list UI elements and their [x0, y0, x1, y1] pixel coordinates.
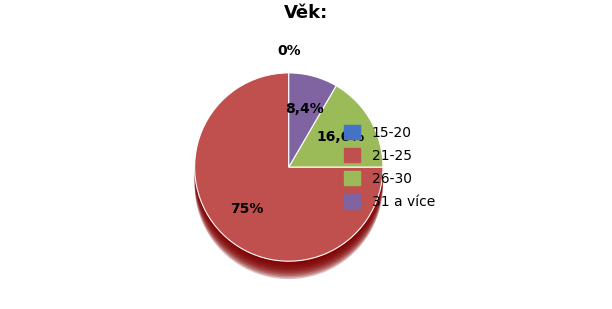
Text: 0%: 0% [277, 44, 300, 58]
Text: 75%: 75% [230, 202, 263, 216]
Wedge shape [289, 104, 383, 185]
Wedge shape [195, 91, 383, 279]
Wedge shape [195, 89, 383, 277]
Wedge shape [289, 73, 336, 167]
Wedge shape [289, 79, 336, 173]
Wedge shape [195, 83, 383, 272]
Wedge shape [195, 80, 383, 269]
Wedge shape [195, 79, 383, 267]
Legend: 15-20, 21-25, 26-30, 31 a více: 15-20, 21-25, 26-30, 31 a více [337, 118, 442, 216]
Wedge shape [289, 98, 383, 179]
Wedge shape [195, 86, 383, 275]
Wedge shape [289, 80, 336, 175]
Wedge shape [289, 91, 336, 185]
Title: Věk:: Věk: [284, 4, 328, 22]
Wedge shape [195, 82, 383, 270]
Wedge shape [289, 89, 336, 184]
Wedge shape [195, 85, 383, 273]
Wedge shape [289, 90, 383, 171]
Wedge shape [195, 76, 383, 264]
Wedge shape [289, 76, 336, 170]
Wedge shape [289, 74, 336, 168]
Wedge shape [289, 86, 336, 180]
Wedge shape [289, 77, 336, 171]
Wedge shape [195, 74, 383, 263]
Wedge shape [195, 77, 383, 266]
Wedge shape [289, 87, 383, 168]
Text: 16,6%: 16,6% [316, 130, 365, 144]
Wedge shape [289, 86, 383, 167]
Wedge shape [195, 73, 383, 261]
Wedge shape [289, 88, 336, 182]
Wedge shape [195, 88, 383, 276]
Wedge shape [289, 96, 383, 177]
Wedge shape [289, 82, 336, 176]
Text: 8,4%: 8,4% [285, 102, 324, 116]
Wedge shape [289, 99, 383, 180]
Wedge shape [289, 101, 383, 182]
Wedge shape [289, 95, 383, 176]
Wedge shape [289, 92, 383, 173]
Wedge shape [289, 93, 383, 175]
Wedge shape [289, 89, 383, 170]
Wedge shape [289, 83, 336, 177]
Wedge shape [289, 85, 336, 179]
Wedge shape [289, 102, 383, 184]
